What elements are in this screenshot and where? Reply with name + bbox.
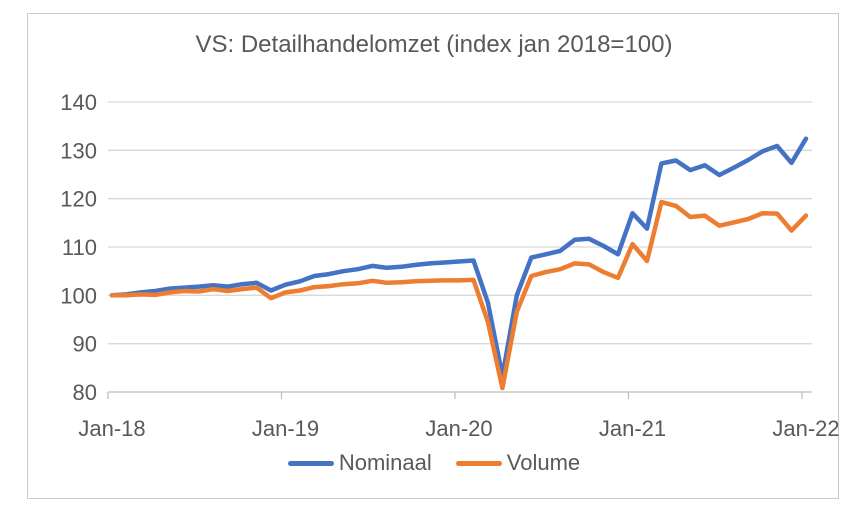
x-tick-label: Jan-18 xyxy=(78,416,145,441)
x-tick-label: Jan-19 xyxy=(252,416,319,441)
y-tick-label: 140 xyxy=(60,90,97,115)
chart-frame xyxy=(27,13,839,499)
y-tick-label: 120 xyxy=(60,187,97,212)
legend-item-volume: Volume xyxy=(455,450,581,476)
legend-swatch-volume xyxy=(455,460,502,466)
y-tick-label: 130 xyxy=(60,138,97,163)
legend-label: Nominaal xyxy=(338,450,432,475)
y-tick-label: 80 xyxy=(73,380,97,405)
y-tick-label: 110 xyxy=(62,235,97,260)
chart-title: VS: Detailhandelomzet (index jan 2018=10… xyxy=(195,31,673,58)
series-line-nominaal xyxy=(109,136,809,379)
y-tick-label: 100 xyxy=(60,283,97,308)
x-tick-label: Jan-22 xyxy=(772,416,839,441)
chart-legend: Nominaal Volume xyxy=(27,449,841,477)
legend-swatch-nominaal xyxy=(287,460,334,466)
legend-item-nominaal: Nominaal xyxy=(287,450,432,476)
x-tick-label: Jan-21 xyxy=(599,416,666,441)
series-line-volume xyxy=(109,199,809,391)
legend-label: Volume xyxy=(506,450,581,475)
y-tick-label: 90 xyxy=(73,332,97,357)
x-tick-label: Jan-20 xyxy=(425,416,492,441)
